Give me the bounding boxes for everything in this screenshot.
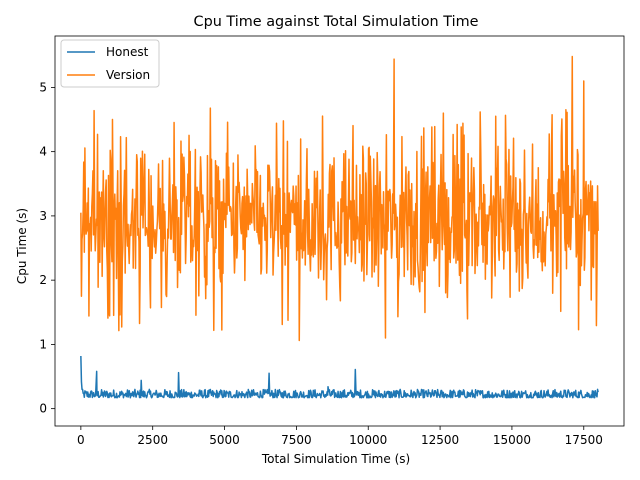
x-axis: 0 2500 5000 7500 10000 12500 15000 17500 [77, 426, 603, 447]
x-tick-label: 0 [77, 433, 85, 447]
x-tick-label: 5000 [209, 433, 240, 447]
legend: Honest Version [60, 39, 160, 88]
y-tick-label: 0 [39, 402, 47, 416]
y-tick-label: 4 [39, 145, 47, 159]
series-line-version [80, 55, 599, 342]
x-tick-label: 10000 [349, 433, 387, 447]
plot-area [54, 35, 625, 427]
y-tick-label: 3 [39, 209, 47, 223]
axes-frame [54, 35, 625, 427]
y-tick-label: 2 [39, 273, 47, 287]
x-tick-label: 7500 [281, 433, 312, 447]
y-tick-label: 1 [39, 337, 47, 351]
y-tick-label: 5 [39, 80, 47, 94]
x-tick-label: 15000 [493, 433, 531, 447]
legend-label-honest: Honest [106, 45, 149, 59]
chart-title: Cpu Time against Total Simulation Time [194, 14, 479, 30]
legend-label-version: Version [106, 68, 150, 82]
series-line-honest [80, 355, 599, 399]
y-axis-label: Cpu Time (s) [15, 208, 29, 284]
x-tick-label: 2500 [137, 433, 168, 447]
x-axis-label: Total Simulation Time (s) [261, 452, 410, 466]
y-axis: 0 1 2 3 4 5 [39, 80, 55, 416]
x-tick-label: 12500 [421, 433, 459, 447]
x-tick-label: 17500 [565, 433, 603, 447]
